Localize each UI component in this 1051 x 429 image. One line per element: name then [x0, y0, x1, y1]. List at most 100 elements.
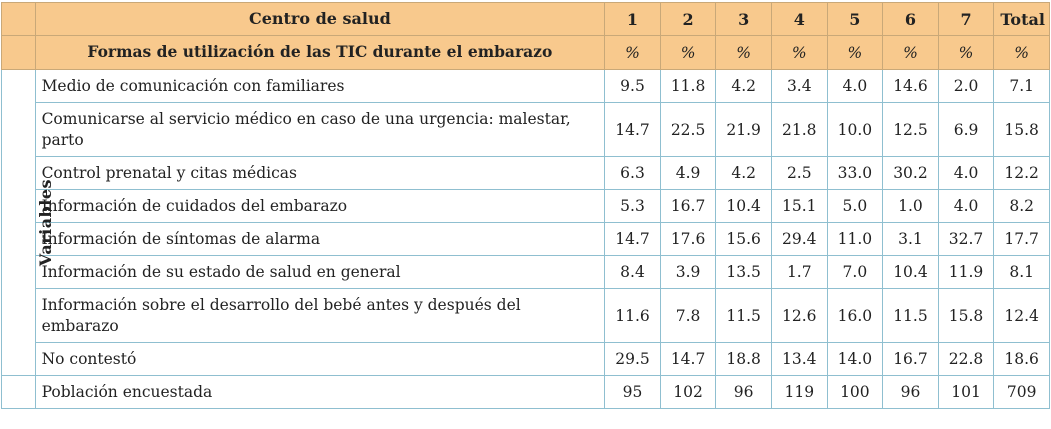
header-corner: [1, 2, 36, 36]
cell-value: 2.5: [770, 156, 828, 190]
cell-total: 8.2: [993, 189, 1050, 223]
cell-value: 21.8: [770, 102, 828, 157]
header-row-subheader: Formas de utilización de las TIC durante…: [1, 35, 1050, 70]
cell-value: 22.5: [659, 102, 717, 157]
row-label: Información sobre el desarrollo del bebé…: [34, 288, 606, 343]
cell-value: 4.0: [937, 156, 995, 190]
cell-value: 1.7: [770, 255, 828, 289]
cell-value: 16.7: [659, 189, 717, 223]
cell-value: 3.1: [882, 222, 939, 256]
cell-value: 12.6: [770, 288, 828, 343]
unit-col-6: %: [882, 35, 939, 70]
cell-value: 11.6: [604, 288, 661, 343]
table-row: Información de su estado de salud en gen…: [2, 255, 1050, 289]
cell-value: 8.4: [604, 255, 661, 289]
cell-value: 2.0: [937, 69, 995, 103]
row-label: Medio de comunicación con familiares: [34, 69, 606, 103]
cell-value: 15.6: [715, 222, 772, 256]
cell-value: 22.8: [937, 342, 995, 376]
cell-value: 11.0: [826, 222, 884, 256]
cell-value: 17.6: [659, 222, 717, 256]
footer-value: 96: [715, 375, 772, 409]
cell-value: 18.8: [715, 342, 772, 376]
row-label: Control prenatal y citas médicas: [34, 156, 606, 190]
row-label: Información de cuidados del embarazo: [34, 189, 606, 223]
cell-total: 8.1: [993, 255, 1050, 289]
cell-value: 6.3: [604, 156, 661, 190]
unit-col-3: %: [715, 35, 772, 70]
cell-value: 16.7: [882, 342, 939, 376]
footer-label: Población encuestada: [34, 375, 606, 409]
cell-value: 14.7: [604, 102, 661, 157]
table-row: Información sobre el desarrollo del bebé…: [2, 288, 1050, 343]
cell-value: 7.8: [659, 288, 717, 343]
header-col-1: 1: [604, 2, 661, 36]
variables-label-text: Variables: [36, 178, 56, 267]
cell-total: 15.8: [993, 102, 1050, 157]
header-col-4: 4: [770, 2, 828, 36]
row-label: Comunicarse al servicio médico en caso d…: [34, 102, 606, 157]
cell-value: 33.0: [826, 156, 884, 190]
footer-row: Población encuestada 95 102 96 119 100 9…: [1, 375, 1050, 409]
cell-value: 5.0: [826, 189, 884, 223]
footer-value: 100: [826, 375, 884, 409]
cell-value: 12.5: [882, 102, 939, 157]
table-body: Variables Medio de comunicación con fami…: [1, 69, 1050, 409]
table-row: No contestó 29.5 14.7 18.8 13.4 14.0 16.…: [2, 342, 1050, 376]
cell-total: 12.4: [993, 288, 1050, 343]
cell-value: 30.2: [882, 156, 939, 190]
unit-col-5: %: [826, 35, 884, 70]
row-label: No contestó: [34, 342, 606, 376]
table-row: Información de cuidados del embarazo 5.3…: [2, 189, 1050, 223]
cell-value: 16.0: [826, 288, 884, 343]
cell-value: 14.6: [882, 69, 939, 103]
table-row: Variables Medio de comunicación con fami…: [1, 69, 1050, 376]
cell-total: 17.7: [993, 222, 1050, 256]
cell-value: 10.4: [715, 189, 772, 223]
cell-value: 4.2: [715, 156, 772, 190]
header-col-3: 3: [715, 2, 772, 36]
footer-value: 101: [937, 375, 995, 409]
cell-total: 12.2: [993, 156, 1050, 190]
header-col-6: 6: [882, 2, 939, 36]
cell-value: 14.7: [604, 222, 661, 256]
footer-total: 709: [993, 375, 1050, 409]
cell-value: 29.4: [770, 222, 828, 256]
cell-value: 5.3: [604, 189, 661, 223]
cell-value: 3.4: [770, 69, 828, 103]
tic-usage-table: Centro de salud 1 2 3 4 5 6 7 Total Form…: [1, 2, 1050, 409]
cell-total: 7.1: [993, 69, 1050, 103]
cell-value: 11.5: [715, 288, 772, 343]
header-col-5: 5: [826, 2, 884, 36]
footer-value: 102: [659, 375, 717, 409]
cell-value: 14.0: [826, 342, 884, 376]
cell-value: 15.1: [770, 189, 828, 223]
header-col-total: Total: [993, 2, 1050, 36]
unit-col-4: %: [770, 35, 828, 70]
cell-value: 13.4: [770, 342, 828, 376]
table-row: Comunicarse al servicio médico en caso d…: [2, 102, 1050, 157]
footer-value: 96: [882, 375, 939, 409]
cell-value: 32.7: [937, 222, 995, 256]
cell-value: 14.7: [659, 342, 717, 376]
footer-side-blank: [1, 375, 36, 409]
cell-value: 4.0: [826, 69, 884, 103]
header-subheader: Formas de utilización de las TIC durante…: [34, 35, 606, 70]
footer-value: 95: [604, 375, 661, 409]
unit-col-total: %: [993, 35, 1050, 70]
header-col-7: 7: [937, 2, 995, 36]
cell-value: 11.9: [937, 255, 995, 289]
cell-value: 4.9: [659, 156, 717, 190]
cell-value: 3.9: [659, 255, 717, 289]
cell-value: 13.5: [715, 255, 772, 289]
cell-value: 9.5: [604, 69, 661, 103]
header-center-label: Centro de salud: [34, 2, 606, 36]
cell-value: 4.0: [937, 189, 995, 223]
row-label: Información de síntomas de alarma: [34, 222, 606, 256]
cell-value: 1.0: [882, 189, 939, 223]
subheader-corner: [1, 35, 36, 70]
cell-value: 7.0: [826, 255, 884, 289]
unit-col-7: %: [937, 35, 995, 70]
unit-col-2: %: [659, 35, 717, 70]
